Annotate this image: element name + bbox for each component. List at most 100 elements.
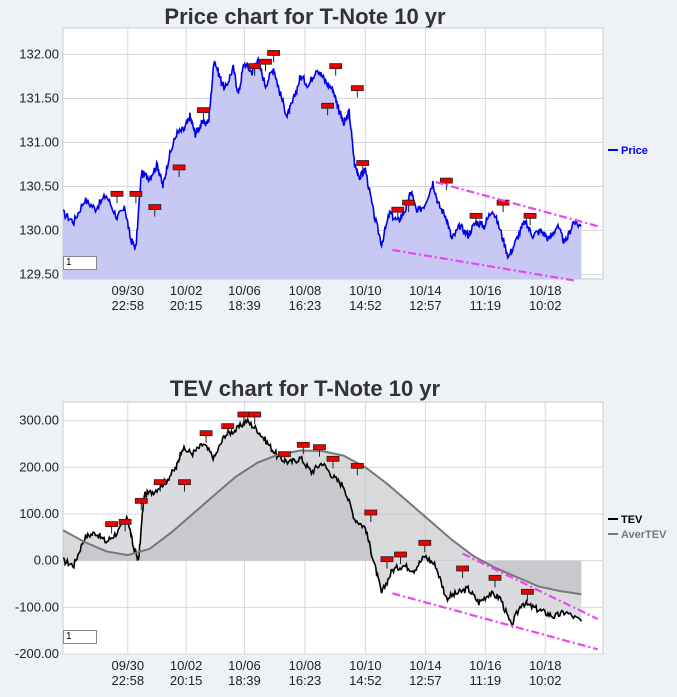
y-tick-label: 132.00 bbox=[19, 46, 59, 61]
event-marker-flag bbox=[521, 588, 534, 595]
y-tick-label: 300.00 bbox=[19, 413, 59, 428]
event-marker-flag bbox=[391, 206, 405, 213]
event-marker-flag bbox=[364, 509, 378, 516]
event-marker-flag bbox=[248, 63, 262, 70]
event-marker-flag bbox=[134, 497, 148, 504]
tev-chart: 300.00 200.00 100.00 0.00 -100.00 -200.00 09/3… bbox=[15, 401, 667, 688]
event-marker-flag bbox=[350, 462, 364, 469]
event-marker-flag bbox=[488, 574, 502, 581]
x-tick-time: 14:52 bbox=[349, 673, 382, 688]
event-marker-flag bbox=[153, 479, 167, 486]
event-marker-flag bbox=[296, 441, 310, 448]
y-tick-label: 130.00 bbox=[19, 223, 59, 238]
x-tick-date: 10/02 bbox=[170, 283, 203, 298]
y-tick-label: -100.00 bbox=[15, 599, 59, 614]
event-marker-flag bbox=[380, 556, 394, 563]
legend-label: TEV bbox=[621, 514, 643, 526]
trend-line bbox=[462, 552, 599, 620]
legend-label: Price bbox=[621, 145, 648, 157]
x-tick-date: 10/10 bbox=[349, 658, 382, 673]
x-tick-time: 20:15 bbox=[170, 298, 203, 313]
x-tick-time: 16:23 bbox=[289, 673, 322, 688]
series-line-tev bbox=[63, 417, 583, 629]
x-tick-date: 10/08 bbox=[289, 283, 322, 298]
event-marker-flag bbox=[321, 102, 335, 109]
x-tick-time: 11:19 bbox=[469, 673, 501, 688]
trend-line bbox=[392, 592, 598, 651]
event-marker-flag bbox=[418, 539, 432, 546]
event-marker-flag bbox=[523, 212, 537, 219]
x-tick-date: 10/14 bbox=[409, 658, 442, 673]
series-group bbox=[63, 50, 582, 279]
chart-option-input[interactable]: 1 bbox=[63, 630, 97, 644]
x-tick-time: 14:52 bbox=[349, 298, 382, 313]
y-tick-label: 0.00 bbox=[34, 553, 59, 568]
event-marker-flag bbox=[178, 479, 191, 486]
x-tick-time: 10:02 bbox=[529, 298, 562, 313]
event-marker-flag bbox=[259, 58, 272, 65]
event-marker-flag bbox=[469, 212, 483, 219]
event-marker-flag bbox=[105, 521, 118, 528]
event-marker-flag bbox=[394, 551, 407, 558]
price-chart: 132.00 131.50 131.00 130.50 130.00 129.50 09/3… bbox=[19, 27, 648, 313]
x-tick-time: 18:39 bbox=[228, 673, 261, 688]
x-tick-date: 09/30 bbox=[112, 658, 145, 673]
series-line-price bbox=[63, 55, 582, 260]
event-marker-flag bbox=[313, 444, 326, 451]
x-tick-time: 22:58 bbox=[112, 298, 145, 313]
event-marker-flag bbox=[456, 565, 470, 572]
x-tick-time: 18:39 bbox=[228, 298, 261, 313]
event-marker-flag bbox=[196, 107, 210, 114]
tev-chart-panel: TEV chart for T-Note 10 yr 300.00 200.00 1… bbox=[0, 372, 677, 697]
series-line-avertev bbox=[63, 449, 582, 596]
event-marker-flag bbox=[129, 190, 143, 197]
x-tick-date: 10/18 bbox=[529, 283, 562, 298]
event-marker-flag bbox=[110, 190, 124, 197]
y-tick-label: 129.50 bbox=[19, 267, 59, 282]
x-tick-date: 10/06 bbox=[228, 283, 261, 298]
event-marker-flag bbox=[267, 50, 281, 56]
x-tick-time: 16:23 bbox=[289, 298, 322, 313]
series-area-avertev bbox=[63, 450, 582, 595]
chart-option-input[interactable]: 1 bbox=[63, 256, 97, 270]
x-tick-date: 10/06 bbox=[228, 658, 261, 673]
event-marker-flag bbox=[439, 177, 453, 184]
x-tick-time: 10:02 bbox=[529, 673, 562, 688]
price-chart-panel: Price chart for T-Note 10 yr 132.00 131.5… bbox=[0, 0, 677, 330]
y-tick-label: 131.50 bbox=[19, 90, 59, 105]
event-marker-flag bbox=[277, 451, 291, 458]
y-tick-label: 200.00 bbox=[19, 459, 59, 474]
y-tick-label: 131.00 bbox=[19, 134, 59, 149]
event-marker-flag bbox=[248, 411, 262, 418]
chart-title: TEV chart for T-Note 10 yr bbox=[169, 376, 441, 401]
event-marker-flag bbox=[402, 199, 416, 206]
x-tick-time: 20:15 bbox=[170, 673, 203, 688]
event-marker-flag bbox=[326, 455, 340, 462]
x-tick-date: 10/18 bbox=[529, 658, 562, 673]
series-group bbox=[63, 411, 583, 629]
event-marker-flag bbox=[148, 204, 162, 210]
event-marker-flag bbox=[172, 164, 186, 171]
event-marker-flag bbox=[356, 160, 370, 166]
y-tick-label: -200.00 bbox=[15, 646, 59, 661]
series-area-price bbox=[63, 58, 582, 279]
chart-title: Price chart for T-Note 10 yr bbox=[164, 4, 446, 29]
event-marker-flag bbox=[237, 411, 251, 418]
x-tick-date: 10/16 bbox=[469, 283, 502, 298]
x-tick-time: 11:19 bbox=[469, 298, 501, 313]
x-tick-date: 09/30 bbox=[112, 283, 145, 298]
x-tick-time: 12:57 bbox=[409, 298, 442, 313]
trend-line bbox=[392, 248, 577, 282]
event-marker-flag bbox=[199, 430, 213, 437]
x-tick-date: 10/16 bbox=[469, 658, 502, 673]
y-tick-label: 100.00 bbox=[19, 506, 59, 521]
event-marker-flag bbox=[350, 85, 364, 92]
x-tick-date: 10/14 bbox=[409, 283, 442, 298]
trend-line bbox=[435, 181, 598, 228]
x-tick-date: 10/02 bbox=[170, 658, 203, 673]
legend-label: AverTEV bbox=[621, 529, 667, 541]
event-marker-flag bbox=[329, 63, 343, 70]
x-tick-date: 10/10 bbox=[349, 283, 382, 298]
x-tick-date: 10/08 bbox=[289, 658, 322, 673]
x-tick-time: 22:58 bbox=[112, 673, 145, 688]
